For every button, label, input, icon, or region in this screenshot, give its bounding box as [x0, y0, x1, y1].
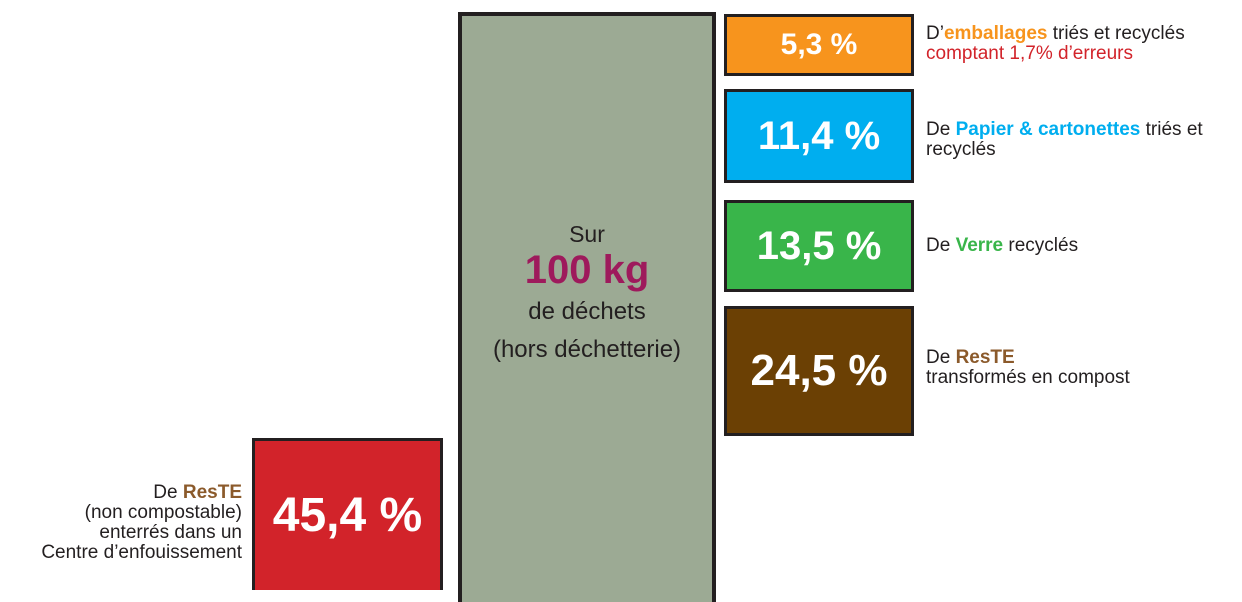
- text: triés et: [1140, 119, 1203, 140]
- highlight: ResTE: [955, 347, 1015, 368]
- text: (non compostable): [84, 502, 242, 523]
- text: Centre d’enfouissement: [41, 542, 242, 563]
- page: { "center": {"line1": "Sur", "amount": "…: [41, 12, 1203, 602]
- share-box: 13,5 %: [724, 200, 914, 292]
- share-box: 24,5 %: [724, 306, 914, 436]
- center-amount: 100 kg: [524, 248, 650, 292]
- description: De ResTE transformés en compost: [926, 348, 1130, 388]
- share-box: 5,3 %: [724, 14, 914, 76]
- highlight: emballages: [943, 23, 1048, 44]
- text: triés et recyclés: [1047, 23, 1185, 44]
- description: D’emballages triés et recyclés comptant …: [926, 24, 1185, 64]
- share-box: 45,4 %: [252, 438, 443, 590]
- total-box: Sur 100 kg de déchets (hors déchetterie): [458, 12, 716, 602]
- highlight: Papier & cartonettes: [955, 119, 1141, 140]
- center-text: (hors déchetterie): [492, 336, 682, 363]
- text: recyclés: [1003, 235, 1079, 256]
- text: De: [926, 347, 956, 368]
- description: De Verre recyclés: [926, 236, 1078, 256]
- highlight: ResTE: [182, 482, 242, 503]
- text: De: [153, 482, 183, 503]
- highlight: Verre: [955, 235, 1004, 256]
- center-text: de déchets: [528, 298, 646, 325]
- text: De: [926, 119, 956, 140]
- description: De ResTE (non compostable) enterrés dans…: [41, 483, 242, 563]
- text: transformés en compost: [926, 367, 1130, 388]
- text: enterrés dans un: [99, 522, 242, 543]
- text: recyclés: [926, 139, 996, 160]
- note: comptant 1,7% d’erreurs: [926, 43, 1133, 64]
- share-box: 11,4 %: [724, 89, 914, 183]
- center-text: Sur: [569, 221, 605, 247]
- description: De Papier & cartonettes triés et recyclé…: [926, 120, 1203, 160]
- text: De: [926, 235, 956, 256]
- text: D’: [926, 23, 944, 44]
